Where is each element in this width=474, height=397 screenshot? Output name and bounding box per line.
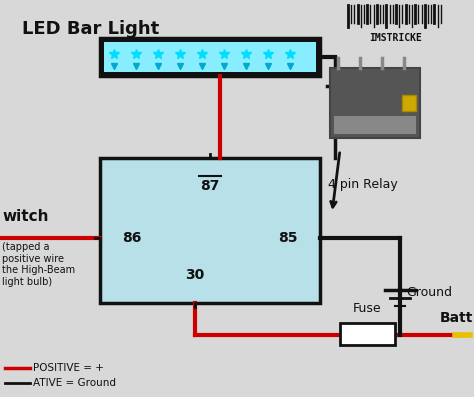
Bar	[104, 42, 316, 72]
Text: 87: 87	[201, 179, 219, 193]
Text: IMSTRICKE: IMSTRICKE	[370, 33, 422, 43]
Text: 85: 85	[278, 231, 298, 245]
Text: 30: 30	[185, 268, 205, 282]
Bar	[100, 158, 320, 303]
Text: (tapped a
positive wire
the High-Beam
light bulb): (tapped a positive wire the High-Beam li…	[2, 242, 75, 287]
Bar	[330, 68, 420, 138]
Text: Batt: Batt	[440, 311, 474, 325]
Bar	[100, 38, 320, 76]
Text: ATIVE = Ground: ATIVE = Ground	[33, 378, 116, 388]
Bar	[402, 95, 416, 111]
Text: Fuse: Fuse	[353, 302, 381, 315]
Text: 4 pin Relay: 4 pin Relay	[328, 178, 398, 191]
Bar	[340, 323, 395, 345]
Text: LED Bar Light: LED Bar Light	[22, 20, 159, 38]
Text: POSITIVE = +: POSITIVE = +	[33, 363, 104, 373]
Bar	[334, 116, 416, 134]
Text: Ground: Ground	[406, 286, 452, 299]
Text: witch: witch	[2, 209, 48, 224]
Text: 86: 86	[122, 231, 142, 245]
